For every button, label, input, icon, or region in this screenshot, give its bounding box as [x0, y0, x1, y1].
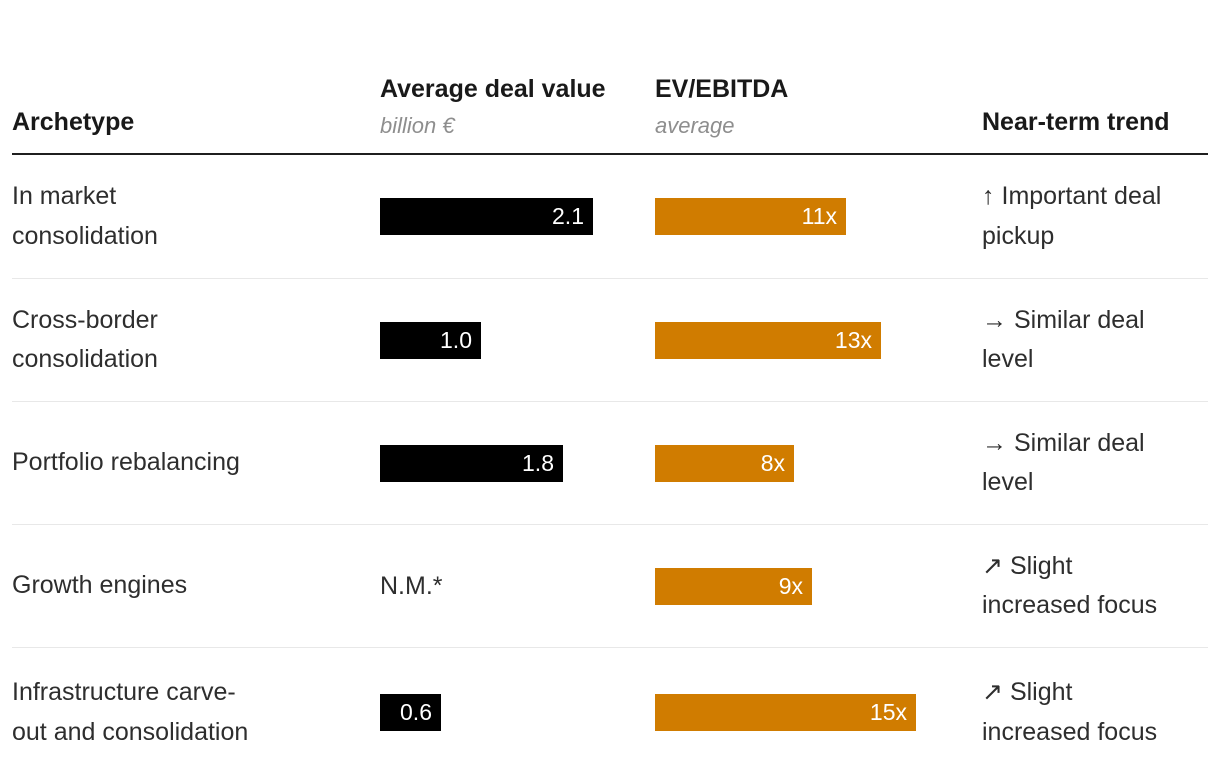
deal-value-bar: 2.1	[380, 198, 593, 235]
trend-text: level	[982, 345, 1034, 373]
table-row: Growth engines N.M.* 9x ↗ Slight increase…	[12, 524, 1208, 647]
archetype-label: In market consolidation	[12, 182, 158, 250]
deal-value-cell: 2.1	[380, 198, 655, 235]
table-row: Portfolio rebalancing 1.8 8x → Similar de…	[12, 401, 1208, 524]
deal-value-bar: 0.6	[380, 694, 441, 731]
trend-cell: → Similar deal level	[982, 301, 1208, 380]
deal-value-label: 1.8	[522, 449, 554, 476]
trend-cell: ↗ Slight increased focus	[982, 547, 1208, 626]
ev-ebitda-cell: 13x	[655, 321, 982, 359]
col-header-trend: Near-term trend	[982, 104, 1208, 154]
trend-text: increased focus	[982, 591, 1158, 619]
ev-ebitda-unit-label: average	[655, 113, 735, 139]
table-row: Cross-border consolidation 1.0 13x → Simi…	[12, 278, 1208, 401]
ev-ebitda-cell: 11x	[655, 198, 982, 235]
ev-ebitda-label: 15x	[869, 699, 907, 725]
trend-right-arrow-icon: →	[982, 305, 1007, 334]
table-header-row: Archetype Average deal value billion € E…	[12, 0, 1208, 155]
trend-cell: ↗ Slight increased focus	[982, 673, 1208, 752]
ev-ebitda-cell: 9x	[655, 567, 982, 605]
ev-ebitda-bar: 13x	[655, 321, 881, 359]
trend-up-right-arrow-icon: ↗	[982, 678, 1003, 706]
trend-header-label: Near-term trend	[982, 107, 1170, 136]
ev-ebitda-cell: 8x	[655, 444, 982, 482]
archetype-header-label: Archetype	[12, 107, 135, 136]
archetype-label: Infrastructure carve- out and consolidat…	[12, 678, 249, 746]
ev-ebitda-bar: 11x	[655, 198, 846, 235]
deal-value-label: 0.6	[400, 699, 432, 725]
ev-ebitda-bar: 15x	[655, 694, 916, 731]
deal-value-not-meaningful-label: N.M.*	[380, 571, 443, 600]
archetype-label: Growth engines	[12, 571, 188, 600]
ev-ebitda-cell: 15x	[655, 694, 982, 731]
trend-right-arrow-icon: →	[982, 428, 1007, 457]
deal-value-unit-label: billion €	[380, 113, 455, 139]
deal-value-bar: 1.0	[380, 321, 481, 359]
table-row: Infrastructure carve- out and consolidat…	[12, 647, 1208, 777]
deal-value-cell: 1.0	[380, 321, 655, 359]
ev-ebitda-bar: 9x	[655, 567, 812, 605]
deal-value-header-label: Average deal value	[380, 74, 606, 103]
trend-text: Similar deal	[1014, 305, 1145, 334]
trend-text: increased focus	[982, 717, 1158, 746]
table-row: In market consolidation 2.1 11x ↑ Importa…	[12, 155, 1208, 278]
ev-ebitda-bar: 8x	[655, 444, 794, 482]
deal-value-bar: 1.8	[380, 444, 563, 482]
col-header-deal-value: Average deal value billion €	[380, 71, 655, 153]
trend-text: Similar deal	[1014, 428, 1145, 457]
trend-cell: ↑ Important deal pickup	[982, 177, 1208, 256]
ev-ebitda-header-label: EV/EBITDA	[655, 74, 789, 103]
deal-value-label: 1.0	[440, 326, 472, 353]
archetype-label: Portfolio rebalancing	[12, 448, 240, 477]
deal-value-cell: 1.8	[380, 444, 655, 482]
trend-up-right-arrow-icon: ↗	[982, 551, 1003, 580]
col-header-archetype: Archetype	[12, 104, 380, 154]
trend-text: Slight	[1009, 551, 1073, 580]
deal-value-cell: 0.6	[380, 694, 655, 731]
trend-text: Slight	[1009, 678, 1073, 706]
deal-value-label: 2.1	[552, 203, 584, 229]
trend-text: Important deal	[1001, 182, 1162, 210]
trend-up-arrow-icon: ↑	[982, 182, 995, 210]
ev-ebitda-label: 9x	[778, 572, 803, 599]
ev-ebitda-label: 8x	[760, 449, 785, 476]
trend-text: level	[982, 468, 1034, 496]
ev-ebitda-label: 11x	[801, 203, 837, 229]
ev-ebitda-label: 13x	[834, 326, 872, 353]
col-header-ev-ebitda: EV/EBITDA average	[655, 71, 982, 153]
trend-cell: → Similar deal level	[982, 424, 1208, 503]
trend-text: pickup	[982, 221, 1055, 250]
deal-value-cell: N.M.*	[380, 572, 655, 601]
archetype-label: Cross-border consolidation	[12, 305, 158, 374]
